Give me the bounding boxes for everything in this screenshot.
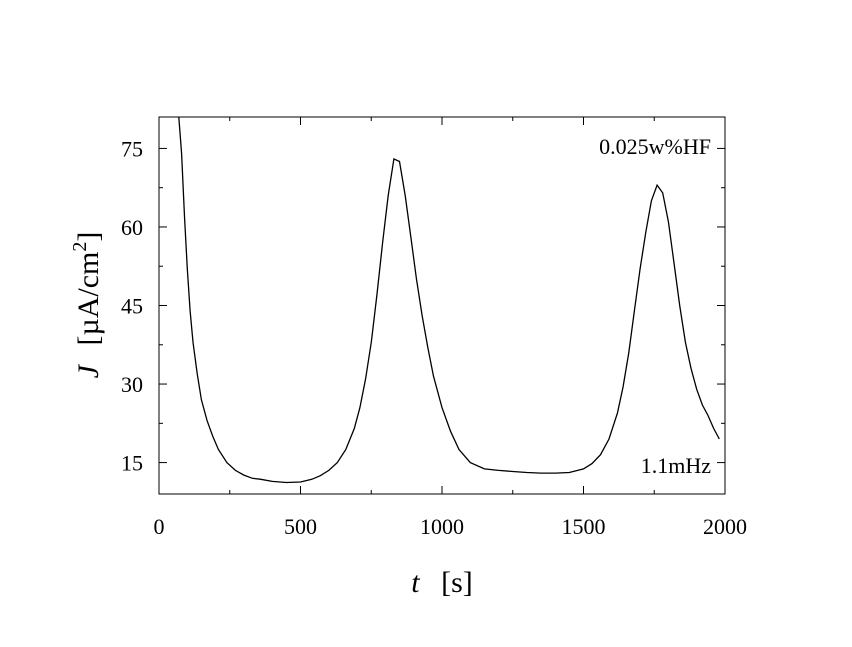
y-axis-unit: [µA/cm — [72, 252, 105, 346]
annotation-concentration: 0.025w%HF — [599, 134, 711, 159]
x-axis-unit: [s] — [441, 566, 473, 599]
x-axis-title: t [s] — [411, 566, 473, 599]
x-tick-label: 2000 — [703, 514, 747, 539]
y-tick-label: 30 — [121, 372, 143, 397]
y-tick-label: 45 — [121, 294, 143, 319]
x-axis-variable: t — [411, 566, 420, 599]
y-tick-label: 60 — [121, 215, 143, 240]
x-tick-label: 0 — [154, 514, 165, 539]
x-tick-label: 1500 — [562, 514, 606, 539]
y-axis-title: J [µA/cm2] — [69, 232, 105, 379]
current-density-series — [179, 117, 720, 483]
y-axis-unit-exponent: 2 — [69, 242, 91, 252]
x-tick-label: 500 — [284, 514, 317, 539]
y-tick-label: 75 — [121, 136, 143, 161]
y-axis-variable: J — [72, 363, 105, 378]
annotation-frequency: 1.1mHz — [641, 453, 712, 478]
y-axis-unit-close: ] — [72, 232, 105, 242]
x-tick-label: 1000 — [420, 514, 464, 539]
y-tick-label: 15 — [121, 451, 143, 476]
plot-frame — [159, 117, 725, 494]
axis-ticks — [159, 117, 725, 494]
